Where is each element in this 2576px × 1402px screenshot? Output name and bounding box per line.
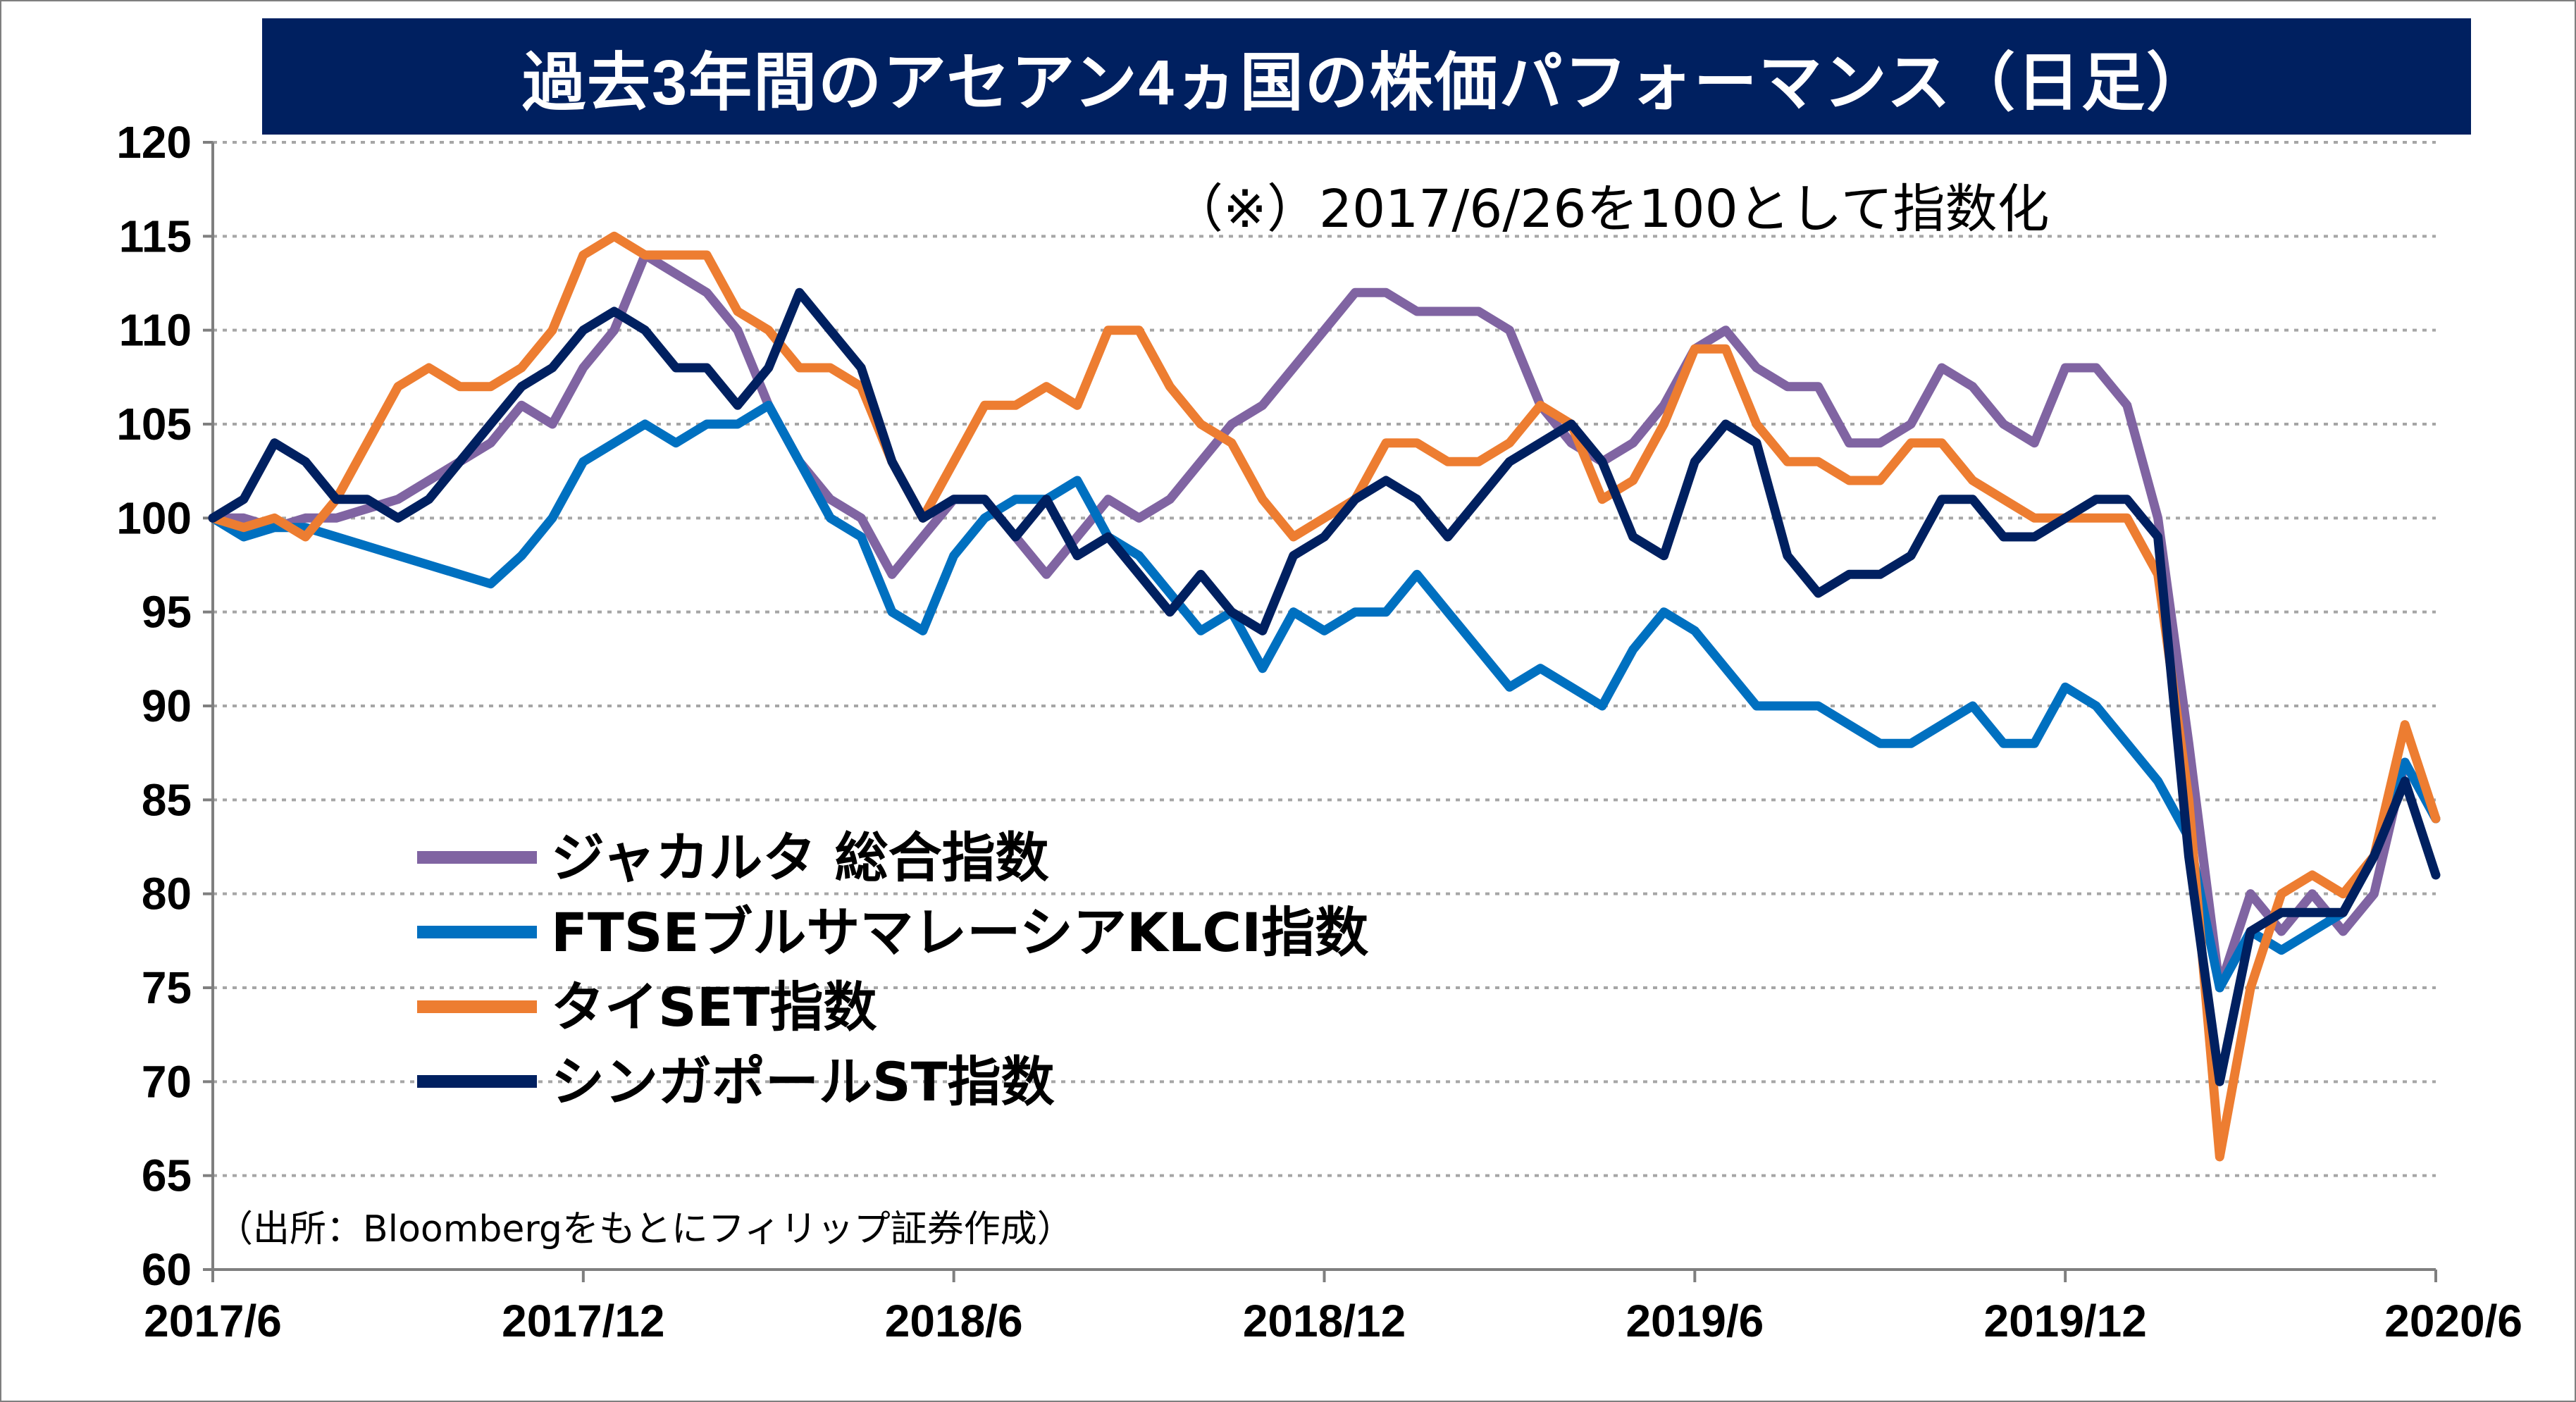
legend-label: タイSET指数	[551, 976, 877, 1038]
y-tick-label: 120	[116, 117, 192, 168]
x-tick-label: 2019/6	[1626, 1296, 1764, 1346]
y-tick-label: 65	[142, 1150, 192, 1201]
legend: ジャカルタ 総合指数 FTSEブルサマレーシアKLCI指数タイSET指数シンガポー…	[417, 826, 1368, 1113]
legend-label: ジャカルタ 総合指数	[551, 826, 1049, 889]
grid-lines	[213, 141, 2436, 1177]
series-line-0	[208, 250, 2441, 993]
y-tick-label: 80	[142, 869, 192, 919]
y-tick-label: 70	[142, 1056, 192, 1107]
y-tick-label: 75	[142, 962, 192, 1013]
legend-label: FTSEブルサマレーシアKLCI指数	[551, 901, 1368, 964]
series-lines	[208, 231, 2441, 1162]
y-tick-label: 95	[142, 587, 192, 638]
y-tick-labels: 120 115 110 105 100 95 90 85 80 75 70 65 60	[116, 117, 192, 1295]
y-tick-label: 115	[119, 211, 192, 261]
x-tick-labels: 2017/6 2017/12 2018/6 2018/12 2019/6 2019/12 2…	[144, 1296, 2522, 1346]
x-tick-label: 2020/6	[2384, 1296, 2522, 1346]
title-banner: 過去3年間のアセアン4ヵ国の株価パフォーマンス（日足）	[262, 18, 2471, 135]
x-tick-label: 2017/12	[502, 1296, 664, 1346]
x-tick-label: 2018/6	[885, 1296, 1023, 1346]
y-tick-label: 100	[116, 492, 192, 543]
y-tick-label: 90	[142, 681, 192, 731]
series-line-1	[208, 400, 2441, 993]
chart-title: 過去3年間のアセアン4ヵ国の株価パフォーマンス（日足）	[522, 47, 2211, 118]
x-tick-label: 2019/12	[1983, 1296, 2146, 1346]
y-tick-label: 60	[142, 1244, 192, 1295]
chart-subtitle: （※）2017/6/26を100として指数化	[1171, 179, 2049, 240]
series-line-3	[208, 287, 2441, 1086]
legend-label: シンガポールST指数	[551, 1050, 1055, 1113]
axes	[203, 141, 2437, 1282]
x-tick-label: 2017/6	[144, 1296, 282, 1346]
source-note: （出所：Bloombergをもとにフィリップ証券作成）	[216, 1208, 1074, 1251]
x-tick-label: 2018/12	[1243, 1296, 1406, 1346]
y-tick-label: 105	[116, 399, 192, 449]
y-tick-label: 110	[119, 305, 192, 356]
y-tick-label: 85	[142, 774, 192, 825]
